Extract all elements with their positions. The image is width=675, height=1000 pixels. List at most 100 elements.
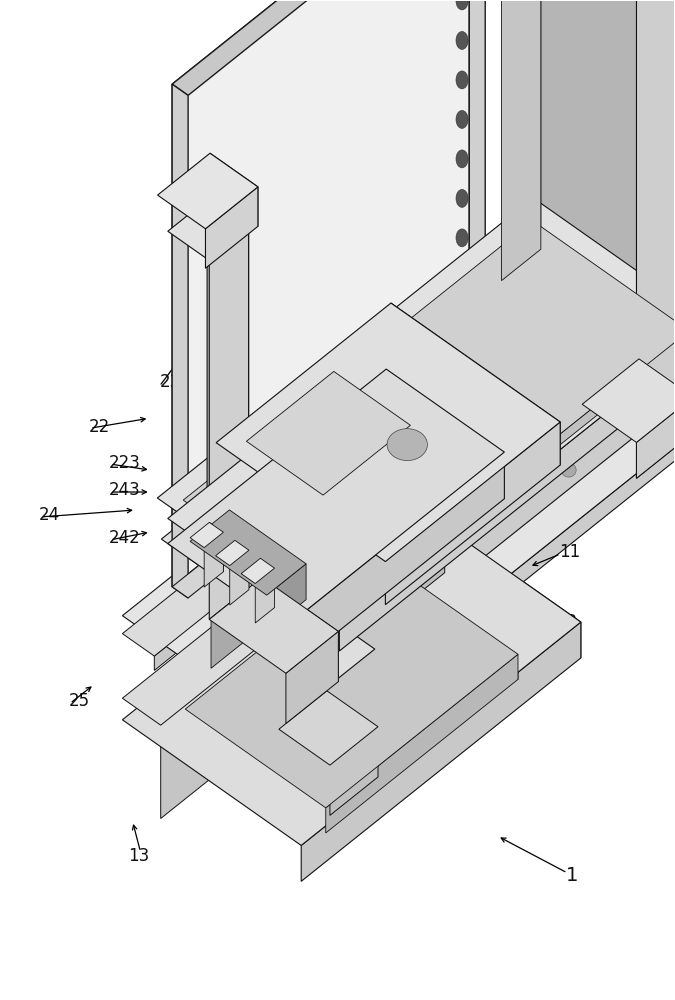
- Polygon shape: [312, 490, 469, 636]
- Text: 23: 23: [586, 252, 608, 270]
- Ellipse shape: [456, 71, 468, 89]
- Polygon shape: [211, 579, 260, 668]
- Text: 121: 121: [358, 633, 389, 651]
- Polygon shape: [209, 373, 428, 573]
- Polygon shape: [340, 326, 675, 651]
- Polygon shape: [157, 153, 258, 229]
- Polygon shape: [204, 532, 223, 587]
- Ellipse shape: [367, 412, 448, 477]
- Polygon shape: [161, 502, 440, 819]
- Polygon shape: [301, 622, 581, 881]
- Ellipse shape: [217, 575, 232, 589]
- Polygon shape: [302, 324, 675, 702]
- Polygon shape: [639, 359, 675, 433]
- Polygon shape: [122, 232, 675, 741]
- Polygon shape: [168, 369, 504, 627]
- Polygon shape: [386, 344, 428, 398]
- Polygon shape: [205, 187, 258, 268]
- Text: 24: 24: [38, 506, 59, 524]
- Text: 12: 12: [556, 613, 577, 631]
- Ellipse shape: [313, 486, 338, 508]
- Polygon shape: [377, 556, 518, 679]
- Ellipse shape: [456, 229, 468, 247]
- Ellipse shape: [456, 189, 468, 207]
- Polygon shape: [190, 522, 223, 548]
- Polygon shape: [267, 564, 306, 631]
- Polygon shape: [183, 221, 675, 610]
- Polygon shape: [286, 452, 504, 673]
- Text: 223: 223: [109, 454, 141, 472]
- Polygon shape: [375, 548, 445, 629]
- Polygon shape: [386, 369, 504, 499]
- Polygon shape: [210, 153, 258, 226]
- Ellipse shape: [562, 463, 576, 477]
- Text: 231: 231: [570, 72, 601, 90]
- Text: 25: 25: [69, 692, 90, 710]
- Polygon shape: [431, 463, 469, 510]
- Ellipse shape: [456, 31, 468, 49]
- Text: 221: 221: [159, 373, 191, 391]
- Polygon shape: [511, 0, 675, 433]
- Polygon shape: [637, 0, 675, 478]
- Polygon shape: [326, 654, 518, 833]
- Polygon shape: [246, 371, 410, 495]
- Polygon shape: [209, 229, 248, 619]
- Text: 243: 243: [109, 481, 140, 499]
- Polygon shape: [168, 200, 248, 260]
- Polygon shape: [161, 225, 675, 638]
- Polygon shape: [215, 540, 249, 566]
- Polygon shape: [355, 485, 445, 573]
- Polygon shape: [323, 425, 410, 520]
- Polygon shape: [185, 556, 518, 808]
- Polygon shape: [327, 649, 375, 759]
- Polygon shape: [262, 578, 338, 682]
- Polygon shape: [555, 225, 675, 388]
- Polygon shape: [209, 522, 223, 572]
- Polygon shape: [279, 691, 378, 765]
- Polygon shape: [209, 578, 338, 673]
- Polygon shape: [122, 475, 440, 725]
- Polygon shape: [603, 232, 675, 375]
- Polygon shape: [402, 475, 440, 595]
- Ellipse shape: [355, 400, 460, 489]
- Polygon shape: [637, 397, 675, 478]
- Polygon shape: [330, 727, 378, 815]
- Polygon shape: [282, 618, 375, 687]
- Text: 242: 242: [109, 529, 140, 547]
- Polygon shape: [168, 344, 428, 548]
- Polygon shape: [327, 691, 378, 777]
- Ellipse shape: [292, 602, 306, 616]
- Polygon shape: [603, 250, 635, 286]
- Text: 241: 241: [267, 448, 298, 466]
- Ellipse shape: [305, 543, 346, 583]
- Polygon shape: [524, 290, 626, 405]
- Ellipse shape: [453, 387, 468, 401]
- Polygon shape: [391, 303, 560, 465]
- Polygon shape: [334, 371, 410, 450]
- Polygon shape: [192, 290, 626, 627]
- Ellipse shape: [260, 527, 286, 549]
- Polygon shape: [157, 198, 675, 626]
- Polygon shape: [273, 463, 469, 616]
- Polygon shape: [385, 422, 560, 605]
- Ellipse shape: [418, 402, 443, 424]
- Ellipse shape: [402, 486, 452, 531]
- Ellipse shape: [365, 444, 391, 466]
- Polygon shape: [533, 221, 675, 342]
- Polygon shape: [172, 349, 485, 598]
- Polygon shape: [230, 510, 306, 600]
- Polygon shape: [207, 200, 248, 588]
- Polygon shape: [172, 0, 485, 95]
- Polygon shape: [122, 250, 635, 656]
- Polygon shape: [340, 331, 675, 621]
- Text: 22: 22: [89, 418, 110, 436]
- Polygon shape: [241, 558, 275, 584]
- Polygon shape: [294, 362, 626, 671]
- Text: 1: 1: [566, 866, 578, 885]
- Text: 3: 3: [277, 37, 290, 56]
- Text: 21: 21: [576, 436, 597, 454]
- Polygon shape: [230, 550, 249, 605]
- Polygon shape: [402, 496, 581, 658]
- Polygon shape: [301, 357, 675, 759]
- Ellipse shape: [346, 530, 379, 562]
